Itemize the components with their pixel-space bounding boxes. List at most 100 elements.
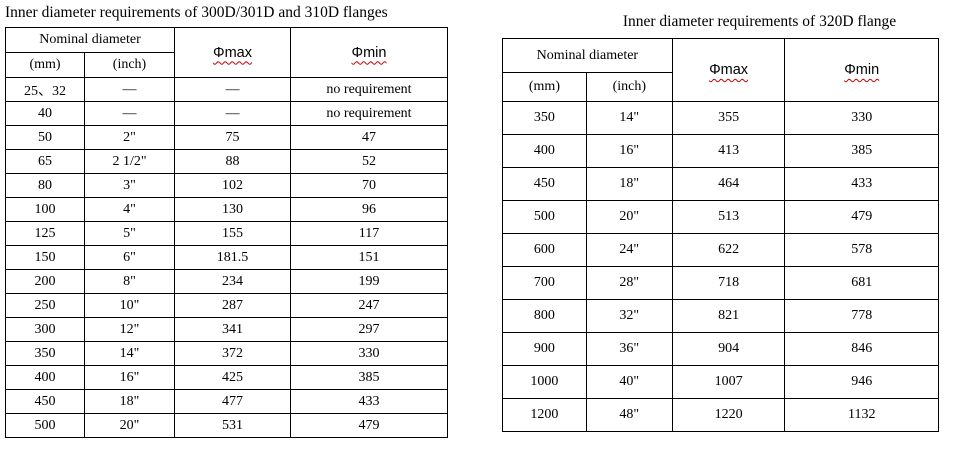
table-cell: 150 xyxy=(5,245,85,270)
table-row: 500 20" 513 479 xyxy=(502,200,939,234)
table-cell: 102 xyxy=(174,173,291,198)
table-cell: 181.5 xyxy=(174,245,291,270)
table-cell: 10" xyxy=(84,293,175,318)
table-cell: — xyxy=(84,101,175,126)
table-cell: 48" xyxy=(585,398,673,432)
left-table-section: Inner diameter requirements of 300D/301D… xyxy=(5,3,448,438)
table-row: 1200 48" 1220 1132 xyxy=(502,398,939,432)
table-cell: 75 xyxy=(174,125,291,150)
phi-min-label: Φmin xyxy=(844,62,880,78)
table-cell: 2 1/2" xyxy=(84,149,175,174)
table-cell: 500 xyxy=(5,413,85,438)
table-cell: 117 xyxy=(290,221,448,246)
table-cell: 151 xyxy=(290,245,448,270)
table-cell: 413 xyxy=(671,134,786,168)
table-cell: 18" xyxy=(585,167,673,201)
left-table-header-row-1: Nominal diameter Φmax Φmin xyxy=(5,27,448,78)
table-cell: 24" xyxy=(585,233,673,267)
table-cell: 12" xyxy=(84,317,175,342)
table-cell: 40" xyxy=(585,365,673,399)
table-cell: 47 xyxy=(290,125,448,150)
table-cell: 96 xyxy=(290,197,448,222)
table-cell: 155 xyxy=(174,221,291,246)
phi-max-label: Φmax xyxy=(709,62,749,78)
table-cell: 1000 xyxy=(502,365,587,399)
table-cell: 479 xyxy=(290,413,448,438)
table-cell: 341 xyxy=(174,317,291,342)
table-cell: 681 xyxy=(784,266,939,300)
table-row: 50 2" 75 47 xyxy=(5,125,448,150)
table-cell: 297 xyxy=(290,317,448,342)
right-header-mm: (mm) xyxy=(502,72,587,102)
table-cell: 5" xyxy=(84,221,175,246)
left-flange-table: Nominal diameter Φmax Φmin (mm) (inch) 2… xyxy=(5,27,448,438)
table-cell: 28" xyxy=(585,266,673,300)
table-cell: — xyxy=(84,77,175,102)
table-cell: 20" xyxy=(84,413,175,438)
table-cell: 18" xyxy=(84,389,175,414)
table-row: 250 10" 287 247 xyxy=(5,293,448,318)
table-cell: 20" xyxy=(585,200,673,234)
table-cell: 80 xyxy=(5,173,85,198)
table-cell: no requirement xyxy=(290,77,448,102)
left-header-nominal-diameter: Nominal diameter xyxy=(5,27,175,53)
table-cell: 4" xyxy=(84,197,175,222)
table-cell: 300 xyxy=(5,317,85,342)
table-cell: 450 xyxy=(502,167,587,201)
table-cell: 36" xyxy=(585,332,673,366)
table-cell: 578 xyxy=(784,233,939,267)
table-cell: 200 xyxy=(5,269,85,294)
right-header-inch: (inch) xyxy=(585,72,673,102)
table-cell: — xyxy=(174,77,291,102)
table-row: 80 3" 102 70 xyxy=(5,173,448,198)
table-cell: 479 xyxy=(784,200,939,234)
table-cell: 14" xyxy=(585,101,673,135)
table-row: 350 14" 355 330 xyxy=(502,101,939,135)
table-cell: 513 xyxy=(671,200,786,234)
left-table-header-row-2: (mm) (inch) xyxy=(5,52,448,78)
table-cell: 287 xyxy=(174,293,291,318)
table-cell: 846 xyxy=(784,332,939,366)
table-cell: 1200 xyxy=(502,398,587,432)
phi-min-label: Φmin xyxy=(351,44,387,61)
table-cell: 385 xyxy=(290,365,448,390)
table-cell: 425 xyxy=(174,365,291,390)
table-row: 100 4" 130 96 xyxy=(5,197,448,222)
table-cell: 100 xyxy=(5,197,85,222)
table-cell: 600 xyxy=(502,233,587,267)
table-cell: 464 xyxy=(671,167,786,201)
table-cell: 199 xyxy=(290,269,448,294)
table-row: 450 18" 464 433 xyxy=(502,167,939,201)
table-cell: 130 xyxy=(174,197,291,222)
table-row: 65 2 1/2" 88 52 xyxy=(5,149,448,174)
table-cell: 234 xyxy=(174,269,291,294)
table-cell: 52 xyxy=(290,149,448,174)
table-row: 500 20" 531 479 xyxy=(5,413,448,438)
table-cell: 6" xyxy=(84,245,175,270)
table-row: 900 36" 904 846 xyxy=(502,332,939,366)
table-cell: 400 xyxy=(502,134,587,168)
table-cell: 1007 xyxy=(671,365,786,399)
table-cell: 1220 xyxy=(671,398,786,432)
table-row: 450 18" 477 433 xyxy=(5,389,448,414)
table-cell: 350 xyxy=(5,341,85,366)
table-cell: 16" xyxy=(84,365,175,390)
right-table-title: Inner diameter requirements of 320D flan… xyxy=(622,13,897,30)
table-cell: 800 xyxy=(502,299,587,333)
table-cell: 1132 xyxy=(784,398,939,432)
right-header-phi-min: Φmin xyxy=(784,38,939,102)
table-cell: 32" xyxy=(585,299,673,333)
left-header-inch: (inch) xyxy=(84,52,175,78)
table-cell: 477 xyxy=(174,389,291,414)
table-row: 600 24" 622 578 xyxy=(502,233,939,267)
right-table-body: 350 14" 355 330 400 16" 413 385 450 18" 464 433 500 2… xyxy=(502,101,939,432)
right-header-nominal-diameter: Nominal diameter xyxy=(502,38,673,73)
table-cell: 16" xyxy=(585,134,673,168)
table-cell: 8" xyxy=(84,269,175,294)
table-cell: 88 xyxy=(174,149,291,174)
table-cell: 778 xyxy=(784,299,939,333)
table-row: 700 28" 718 681 xyxy=(502,266,939,300)
table-row: 800 32" 821 778 xyxy=(502,299,939,333)
table-cell: 40 xyxy=(5,101,85,126)
right-table-header-row-1: Nominal diameter Φmax Φmin xyxy=(502,38,939,102)
